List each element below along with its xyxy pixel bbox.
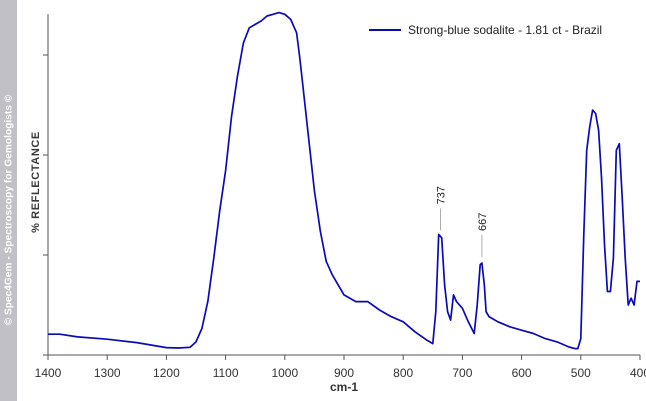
x-axis-title: cm-1: [330, 380, 358, 394]
watermark-sidebar: [0, 0, 17, 401]
x-tick-label: 700: [452, 366, 472, 380]
legend-label: Strong-blue sodalite - 1.81 ct - Brazil: [408, 23, 602, 37]
x-tick-label: 400: [630, 366, 646, 380]
y-axis-ticks: [43, 54, 48, 356]
x-tick-label: 1000: [271, 366, 298, 380]
legend: Strong-blue sodalite - 1.81 ct - Brazil: [369, 23, 602, 37]
x-tick-label: 1100: [213, 366, 239, 380]
peak-annotations: 737 667: [435, 186, 489, 257]
x-tick-label: 1300: [94, 366, 121, 380]
x-tick-label: 500: [571, 366, 591, 380]
x-axis-ticks: 1400 1300 1200 1100 1000 900 800 700 600 500 400: [35, 355, 646, 380]
x-tick-label: 1400: [35, 366, 62, 380]
axes: [47, 14, 640, 356]
x-tick-label: 600: [512, 366, 532, 380]
peak-label: 737: [435, 186, 447, 204]
x-tick-label: 800: [393, 366, 413, 380]
x-tick-label: 900: [334, 366, 354, 380]
peak-label: 667: [477, 213, 489, 231]
series-group: [48, 11, 640, 350]
x-tick-label: 1200: [153, 366, 180, 380]
series-line: [48, 11, 640, 350]
